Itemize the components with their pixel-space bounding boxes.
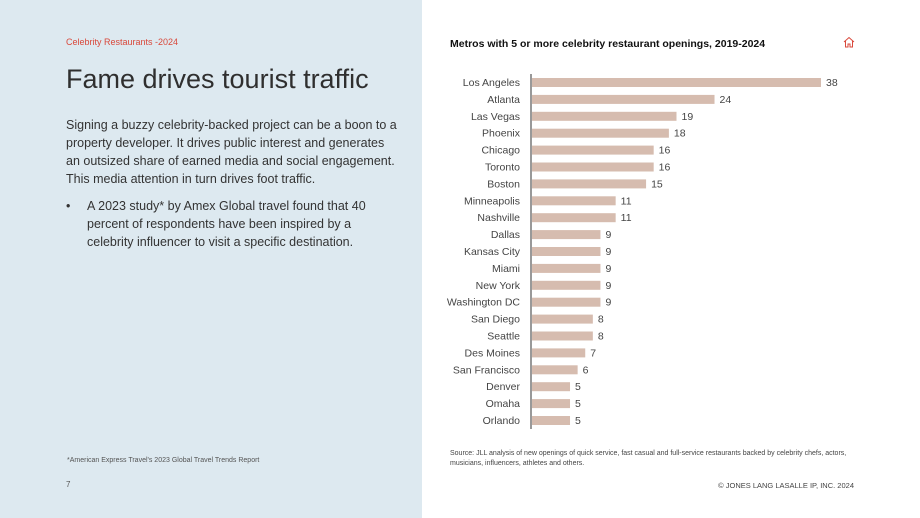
footnote: *American Express Travel's 2023 Global T…: [67, 457, 260, 464]
data-label: 11: [621, 195, 632, 207]
bar: [532, 162, 654, 172]
data-label: 8: [598, 314, 604, 326]
category-label: Washington DC: [447, 297, 521, 309]
category-label: Des Moines: [465, 347, 520, 359]
data-label: 38: [826, 77, 838, 89]
bar: [532, 382, 571, 392]
bar: [532, 263, 601, 273]
data-label: 5: [575, 381, 581, 393]
category-label: Dallas: [491, 229, 520, 241]
bullet-item: • A 2023 study* by Amex Global travel fo…: [66, 197, 386, 251]
copyright: © JONES LANG LASALLE IP, INC. 2024: [718, 481, 854, 490]
data-label: 16: [659, 162, 671, 174]
data-label: 11: [621, 212, 632, 224]
data-label: 5: [575, 398, 581, 410]
left-panel: Celebrity Restaurants -2024 Fame drives …: [0, 0, 422, 518]
bar: [532, 416, 571, 425]
page-number: 7: [66, 480, 71, 489]
data-label: 8: [598, 331, 604, 343]
bar: [532, 348, 586, 358]
chart-title: Metros with 5 or more celebrity restaura…: [450, 38, 766, 50]
bullet-symbol: •: [66, 199, 71, 213]
bar: [532, 331, 593, 341]
category-label: Las Vegas: [471, 111, 520, 123]
category-label: San Diego: [471, 314, 520, 326]
bar-chart: Los Angeles 38 Atlanta 24 Las Vegas 19 Phoenix…: [447, 74, 838, 429]
page-title: Fame drives tourist traffic: [66, 64, 369, 94]
data-label: 9: [605, 229, 611, 241]
section-eyebrow: Celebrity Restaurants -2024: [66, 37, 179, 47]
bar: [532, 213, 616, 223]
intro-paragraph: Signing a buzzy celebrity-backed project…: [66, 118, 397, 186]
category-label: Denver: [486, 381, 520, 393]
category-label: Phoenix: [482, 128, 521, 140]
home-icon: [843, 36, 855, 48]
category-label: Nashville: [477, 212, 520, 224]
bar: [532, 128, 669, 138]
data-label: 19: [682, 111, 694, 123]
bar: [532, 111, 677, 121]
bar: [532, 365, 578, 375]
category-label: San Francisco: [453, 364, 520, 376]
category-label: Boston: [487, 178, 520, 190]
bar: [532, 230, 601, 240]
category-label: Toronto: [485, 162, 520, 174]
category-label: Los Angeles: [463, 77, 520, 89]
bar: [532, 179, 647, 189]
data-label: 9: [605, 297, 611, 309]
category-label: New York: [476, 280, 521, 292]
bar: [532, 314, 593, 324]
bar: [532, 247, 601, 256]
bar: [532, 145, 654, 155]
category-label: Minneapolis: [464, 195, 520, 207]
bar: [532, 399, 571, 409]
category-label: Orlando: [483, 415, 521, 427]
data-label: 9: [605, 280, 611, 292]
bar: [532, 78, 821, 87]
source-note: Source: JLL analysis of new openings of …: [450, 450, 847, 467]
category-label: Seattle: [487, 331, 520, 343]
data-label: 24: [720, 94, 732, 106]
bar: [532, 297, 601, 307]
category-label: Chicago: [481, 145, 520, 157]
data-label: 6: [583, 364, 589, 376]
data-label: 18: [674, 128, 686, 140]
category-label: Miami: [492, 263, 520, 275]
data-label: 16: [659, 145, 671, 157]
category-label: Omaha: [486, 398, 521, 410]
data-label: 5: [575, 415, 581, 427]
data-label: 15: [651, 178, 663, 190]
bar: [532, 94, 715, 104]
bar: [532, 196, 616, 206]
category-label: Atlanta: [487, 94, 520, 106]
data-label: 9: [605, 263, 611, 275]
data-label: 7: [590, 347, 596, 359]
category-label: Kansas City: [464, 246, 521, 258]
bullet-text: A 2023 study* by Amex Global travel foun…: [87, 199, 366, 249]
data-label: 9: [605, 246, 611, 258]
bar: [532, 280, 601, 290]
